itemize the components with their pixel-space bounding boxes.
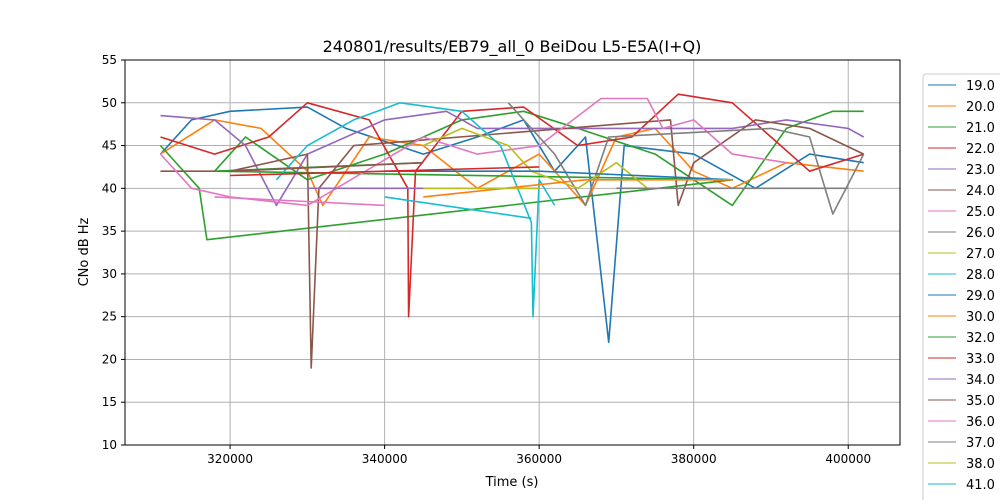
series-line-41.0 <box>384 196 532 220</box>
legend-label: 24.0 <box>966 184 995 199</box>
y-tick-label: 45 <box>102 139 117 153</box>
legend-label: 33.0 <box>966 352 995 367</box>
legend-label: 38.0 <box>966 457 995 472</box>
y-tick-label: 15 <box>102 395 117 409</box>
series-line-23.0 <box>160 110 865 207</box>
x-tick-label: 360000 <box>516 452 562 466</box>
y-tick-label: 40 <box>102 181 117 195</box>
legend-label: 32.0 <box>966 331 995 346</box>
legend-label: 25.0 <box>966 205 995 220</box>
series-line-24.0 <box>160 119 865 369</box>
y-tick-label: 50 <box>102 96 117 110</box>
x-tick-label: 400000 <box>825 452 871 466</box>
legend-label: 29.0 <box>966 289 995 304</box>
y-tick-label: 30 <box>102 267 117 281</box>
x-tick-label: 340000 <box>362 452 408 466</box>
x-axis-label: Time (s) <box>485 475 539 490</box>
legend-label: 21.0 <box>966 121 995 136</box>
y-tick-label: 55 <box>102 53 117 67</box>
x-tick-label: 320000 <box>207 452 253 466</box>
plot-frame <box>124 59 901 446</box>
legend-label: 28.0 <box>966 268 995 283</box>
y-axis-label: CNo dB Hz <box>77 217 92 286</box>
y-tick-label: 35 <box>102 224 117 238</box>
series-line-30.0 <box>423 179 733 198</box>
legend-label: 27.0 <box>966 247 995 262</box>
y-tick-label: 25 <box>102 310 117 324</box>
x-tick-label: 380000 <box>671 452 717 466</box>
y-tick-label: 20 <box>102 352 117 366</box>
series-line-29.0 <box>384 170 733 181</box>
legend-label: 22.0 <box>966 142 995 157</box>
legend-label: 19.0 <box>966 79 995 94</box>
legend-label: 34.0 <box>966 373 995 388</box>
series-line-36.0 <box>214 196 385 207</box>
legend-label: 36.0 <box>966 415 995 430</box>
legend-label: 37.0 <box>966 436 995 451</box>
y-tick-label: 10 <box>102 438 117 452</box>
legend-label: 23.0 <box>966 163 995 178</box>
legend: 19.0 20.0 21.0 22.0 23.0 24.0 25.0 26.0 27.0 28.0… <box>922 73 1000 504</box>
series-line-28.0 <box>275 102 556 318</box>
legend-label: 20.0 <box>966 100 995 115</box>
legend-label: 41.0 <box>966 478 995 493</box>
chart-title: 240801/results/EB79_all_0 BeiDou L5-E5A(… <box>323 37 702 57</box>
series-lines <box>159 93 865 369</box>
series-line-35.0 <box>230 161 424 172</box>
x-axis: 320000 340000 360000 380000 400000 <box>207 445 871 466</box>
series-line-26.0 <box>507 102 865 215</box>
legend-label: 30.0 <box>966 310 995 325</box>
legend-label: 35.0 <box>966 394 995 409</box>
legend-box <box>922 73 1000 504</box>
y-axis: 10 15 20 25 30 35 40 45 50 55 <box>102 53 125 452</box>
legend-label: 26.0 <box>966 226 995 241</box>
series-line-33.0 <box>230 166 540 177</box>
